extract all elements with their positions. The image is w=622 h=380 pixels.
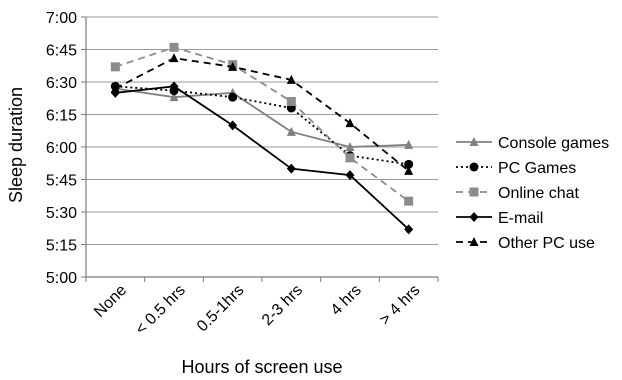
data-point xyxy=(345,153,355,163)
data-point xyxy=(404,224,414,235)
data-point xyxy=(286,74,296,84)
data-point xyxy=(286,163,296,174)
x-tick-label: < 0.5 hrs xyxy=(132,282,188,338)
legend-label: Online chat xyxy=(498,185,579,202)
series-line xyxy=(115,85,409,166)
y-tick-label: 6:00 xyxy=(46,140,77,157)
data-point xyxy=(228,61,238,71)
x-tick-label: > 4 hrs xyxy=(377,282,424,329)
data-point xyxy=(286,126,296,136)
x-tick-label: 0.5-1hrs xyxy=(194,282,248,336)
y-tick-label: 6:15 xyxy=(46,108,77,125)
data-point xyxy=(404,165,414,175)
data-point xyxy=(345,170,355,181)
legend-entry: PC Games xyxy=(456,160,576,177)
y-axis-title: Sleep duration xyxy=(6,87,26,203)
axes xyxy=(81,16,439,282)
series-other-pc-use xyxy=(110,53,414,175)
series-e-mail xyxy=(110,81,414,235)
x-tick-label: 4 hrs xyxy=(328,282,365,319)
y-tick-label: 7:00 xyxy=(46,10,77,27)
data-point xyxy=(228,92,238,102)
y-tick-labels: 5:00 5:15 5:30 5:45 6:00 6:15 6:30 6:45 7:00 xyxy=(46,10,77,287)
data-point xyxy=(404,139,414,149)
data-point xyxy=(404,159,414,169)
y-tick-label: 6:45 xyxy=(46,43,77,60)
series-console-games xyxy=(110,83,414,151)
data-point xyxy=(110,62,120,72)
legend-marker xyxy=(469,212,479,222)
legend-marker xyxy=(469,187,479,197)
data-point xyxy=(169,81,179,92)
legend-marker xyxy=(469,137,479,146)
data-point xyxy=(228,120,238,131)
x-tick-label: None xyxy=(91,282,130,321)
y-tick-label: 5:00 xyxy=(46,270,77,287)
data-point xyxy=(169,92,179,102)
legend-entry: Online chat xyxy=(456,185,579,202)
data-series xyxy=(110,42,414,235)
legend-entry: E-mail xyxy=(456,210,543,227)
data-point xyxy=(169,53,179,63)
series-line xyxy=(114,57,410,172)
legend-label: PC Games xyxy=(498,160,576,177)
legend-entry: Other PC use xyxy=(456,235,595,252)
x-tick-labels: None < 0.5 hrs 0.5-1hrs 2-3 hrs 4 hrs > 4 hrs xyxy=(91,282,423,338)
y-tick-label: 6:30 xyxy=(46,75,77,92)
series-line xyxy=(115,46,410,202)
legend-label: Console games xyxy=(498,135,609,152)
y-tick-label: 5:45 xyxy=(46,173,77,190)
legend-marker xyxy=(469,162,479,172)
series-online-chat xyxy=(110,42,414,206)
data-point xyxy=(110,83,120,93)
data-point xyxy=(404,196,414,206)
x-axis-title: Hours of screen use xyxy=(181,357,342,377)
legend-entry: Console games xyxy=(456,135,609,152)
legend-label: Other PC use xyxy=(498,235,595,252)
series-line xyxy=(115,85,410,230)
legend-marker xyxy=(469,237,479,246)
y-tick-label: 5:15 xyxy=(46,238,77,255)
data-point xyxy=(169,42,179,52)
data-point xyxy=(345,142,355,151)
x-tick-label: 2-3 hrs xyxy=(259,282,306,329)
legend: Console games PC Games Online chat E-mail Ot… xyxy=(456,135,609,252)
y-tick-label: 5:30 xyxy=(46,205,77,222)
series-line xyxy=(115,87,409,148)
data-point xyxy=(286,97,296,106)
legend-label: E-mail xyxy=(498,210,543,227)
data-point xyxy=(345,118,355,128)
